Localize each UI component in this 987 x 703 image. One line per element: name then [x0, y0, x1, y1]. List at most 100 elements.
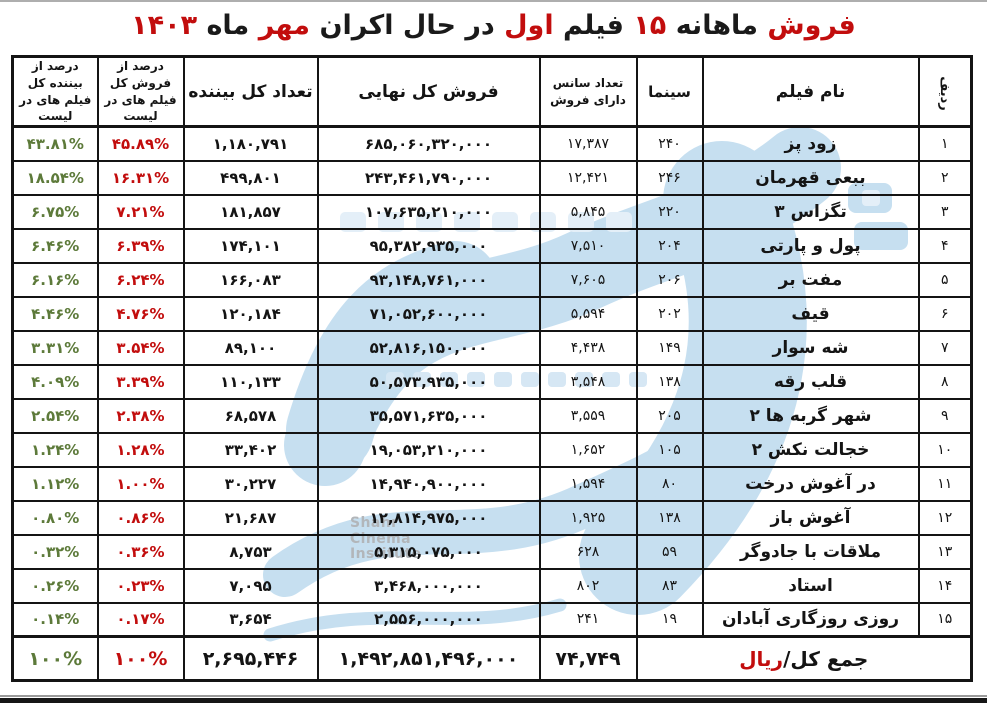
viewers-percent-cell: ۰.۱۴%: [11, 601, 99, 638]
cinema-count-cell: ۲۴۰: [635, 125, 704, 162]
total-sales-cell: ۳۵,۵۷۱,۶۳۵,۰۰۰: [316, 397, 541, 434]
viewers-count-cell: ۷,۰۹۵: [182, 567, 319, 604]
sessions-count-cell: ۱,۹۲۵: [538, 499, 638, 536]
cinema-count-cell: ۸۳: [635, 567, 704, 604]
title-part: ماه: [206, 10, 250, 41]
viewers-percent-cell: ۱۸.۵۴%: [11, 159, 99, 196]
film-name-cell: استاد: [701, 567, 920, 604]
header-total-viewers: تعداد کل بیننده: [182, 55, 319, 129]
total-sales-cell: ۷۱,۰۵۲,۶۰۰,۰۰۰: [316, 295, 541, 332]
sales-percent-cell: ۰.۱۷%: [96, 601, 185, 638]
sales-percent-cell: ۰.۳۶%: [96, 533, 185, 570]
title-part: در حال اکران: [319, 10, 495, 41]
table-row: ۱ زود پز ۲۴۰ ۱۷,۳۸۷ ۶۸۵,۰۶۰,۳۲۰,۰۰۰ ۱,۱۸…: [11, 125, 973, 162]
total-sales-cell: ۵۲,۸۱۶,۱۵۰,۰۰۰: [316, 329, 541, 366]
total-label-cell: جمع کل/ریال: [635, 635, 973, 682]
total-sales-cell: ۲,۵۵۶,۰۰۰,۰۰۰: [316, 601, 541, 638]
rank-cell: ۷: [917, 329, 973, 366]
total-sales-cell: ۱۴,۹۴۰,۹۰۰,۰۰۰: [316, 465, 541, 502]
title-part: ۱۴۰۳: [131, 10, 198, 41]
sessions-count-cell: ۵,۵۹۴: [538, 295, 638, 332]
sales-percent-cell: ۳.۳۹%: [96, 363, 185, 400]
table-header: ردیف نام فیلم سینما تعداد سانس دارای فرو…: [11, 55, 973, 129]
rank-cell: ۱۱: [917, 465, 973, 502]
rank-cell: ۱۲: [917, 499, 973, 536]
sessions-count-cell: ۱۷,۳۸۷: [538, 125, 638, 162]
viewers-percent-cell: ۴.۰۹%: [11, 363, 99, 400]
total-sales-percent-cell: ۱۰۰%: [96, 635, 185, 682]
top-edge-line: [0, 0, 987, 2]
viewers-percent-cell: ۰.۸۰%: [11, 499, 99, 536]
sessions-count-cell: ۱,۵۹۴: [538, 465, 638, 502]
viewers-count-cell: ۸,۷۵۳: [182, 533, 319, 570]
title-part: ۱۵: [633, 10, 667, 41]
film-name-cell: ببعی قهرمان: [701, 159, 920, 196]
header-cinema: سینما: [635, 55, 704, 129]
total-sales-cell: ۹۵,۳۸۲,۹۳۵,۰۰۰: [316, 227, 541, 264]
viewers-percent-cell: ۳.۳۱%: [11, 329, 99, 366]
cinema-count-cell: ۱۹: [635, 601, 704, 638]
sessions-count-cell: ۴,۴۳۸: [538, 329, 638, 366]
cinema-count-cell: ۲۰۴: [635, 227, 704, 264]
viewers-percent-cell: ۲.۵۴%: [11, 397, 99, 434]
viewers-count-cell: ۱,۱۸۰,۷۹۱: [182, 125, 319, 162]
film-name-cell: در آغوش درخت: [701, 465, 920, 502]
bottom-edge-gray-line: [0, 695, 987, 697]
header-film: نام فیلم: [701, 55, 920, 129]
viewers-count-cell: ۱۶۶,۰۸۳: [182, 261, 319, 298]
table-row: ۲ ببعی قهرمان ۲۴۶ ۱۲,۴۲۱ ۲۴۳,۴۶۱,۷۹۰,۰۰۰…: [11, 159, 973, 196]
film-name-cell: قلب رقه: [701, 363, 920, 400]
sales-table-wrap: ردیف نام فیلم سینما تعداد سانس دارای فرو…: [11, 55, 973, 683]
film-name-cell: تگزاس ۳: [701, 193, 920, 230]
film-name-cell: روزی روزگاری آبادان: [701, 601, 920, 638]
cinema-count-cell: ۱۳۸: [635, 363, 704, 400]
title-part: فیلم: [563, 10, 624, 41]
rank-cell: ۱۰: [917, 431, 973, 468]
viewers-percent-cell: ۱.۲۴%: [11, 431, 99, 468]
total-sales-cell: ۱۲,۸۱۴,۹۷۵,۰۰۰: [316, 499, 541, 536]
header-rank-label: ردیف: [937, 76, 953, 111]
sales-percent-cell: ۴.۷۶%: [96, 295, 185, 332]
sessions-count-cell: ۷,۵۱۰: [538, 227, 638, 264]
viewers-count-cell: ۶۸,۵۷۸: [182, 397, 319, 434]
sales-table: ردیف نام فیلم سینما تعداد سانس دارای فرو…: [11, 55, 973, 683]
sessions-count-cell: ۵,۸۴۵: [538, 193, 638, 230]
rank-cell: ۱۳: [917, 533, 973, 570]
bottom-edge-black-bar: [0, 698, 987, 703]
viewers-percent-cell: ۶.۱۶%: [11, 261, 99, 298]
viewers-count-cell: ۳۰,۲۲۷: [182, 465, 319, 502]
cinema-count-cell: ۲۰۶: [635, 261, 704, 298]
header-viewers-percent-line2: فیلم های در لیست: [19, 92, 92, 124]
title-part: فروش: [767, 10, 856, 41]
total-row: جمع کل/ریال ۷۴,۷۴۹ ۱,۴۹۲,۸۵۱,۴۹۶,۰۰۰ ۲,۶…: [11, 635, 973, 682]
title-part: اول: [504, 10, 554, 41]
viewers-percent-cell: ۱.۱۲%: [11, 465, 99, 502]
rank-cell: ۹: [917, 397, 973, 434]
total-sales-cell: ۵,۳۱۵,۰۷۵,۰۰۰: [316, 533, 541, 570]
cinema-count-cell: ۸۰: [635, 465, 704, 502]
sales-percent-cell: ۲.۳۸%: [96, 397, 185, 434]
total-sales-cell: ۹۳,۱۴۸,۷۶۱,۰۰۰: [316, 261, 541, 298]
sales-percent-cell: ۰.۸۶%: [96, 499, 185, 536]
cinema-count-cell: ۱۳۸: [635, 499, 704, 536]
total-sales-cell: ۱۰۷,۶۳۵,۲۱۰,۰۰۰: [316, 193, 541, 230]
film-name-cell: ملاقات با جادوگر: [701, 533, 920, 570]
total-label-black: جمع کل/: [783, 646, 869, 671]
rank-cell: ۵: [917, 261, 973, 298]
film-name-cell: آغوش باز: [701, 499, 920, 536]
table-row: ۴ پول و پارتی ۲۰۴ ۷,۵۱۰ ۹۵,۳۸۲,۹۳۵,۰۰۰ ۱…: [11, 227, 973, 264]
title-part: مهر: [258, 10, 311, 41]
total-sales-cell: ۶۸۵,۰۶۰,۳۲۰,۰۰۰: [316, 125, 541, 162]
film-name-cell: زود پز: [701, 125, 920, 162]
viewers-percent-cell: ۶.۴۶%: [11, 227, 99, 264]
total-viewers-percent-cell: ۱۰۰%: [11, 635, 99, 682]
total-sales-cell: ۳,۴۶۸,۰۰۰,۰۰۰: [316, 567, 541, 604]
rank-cell: ۳: [917, 193, 973, 230]
viewers-count-cell: ۱۷۴,۱۰۱: [182, 227, 319, 264]
table-row: ۷ شه سوار ۱۴۹ ۴,۴۳۸ ۵۲,۸۱۶,۱۵۰,۰۰۰ ۸۹,۱۰…: [11, 329, 973, 366]
total-sales-cell: ۱,۴۹۲,۸۵۱,۴۹۶,۰۰۰: [316, 635, 541, 682]
film-name-cell: شه سوار: [701, 329, 920, 366]
film-name-cell: شهر گربه ها ۲: [701, 397, 920, 434]
table-row: ۳ تگزاس ۳ ۲۲۰ ۵,۸۴۵ ۱۰۷,۶۳۵,۲۱۰,۰۰۰ ۱۸۱,…: [11, 193, 973, 230]
header-sales-percent-line2: فیلم های در لیست: [104, 92, 177, 124]
